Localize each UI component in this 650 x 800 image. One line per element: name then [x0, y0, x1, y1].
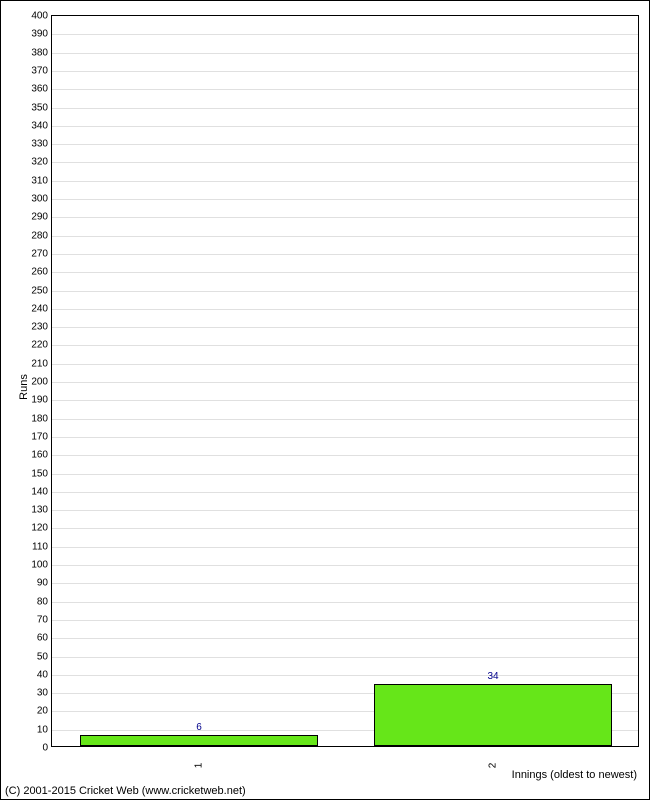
y-tick-label: 320 — [31, 157, 48, 168]
gridline — [52, 382, 638, 383]
gridline — [52, 364, 638, 365]
gridline — [52, 126, 638, 127]
bar-value-label: 34 — [487, 671, 498, 682]
bar — [374, 684, 612, 746]
y-tick-label: 0 — [42, 743, 48, 754]
bar — [80, 735, 318, 746]
x-tick-label: 1 — [194, 763, 205, 769]
y-tick-label: 310 — [31, 175, 48, 186]
gridline — [52, 345, 638, 346]
y-tick-label: 150 — [31, 468, 48, 479]
y-tick-label: 50 — [37, 651, 48, 662]
chart-container: 0 10 20 30 40 50 60 70 80 90 100 110 120 130 140 150 160… — [0, 0, 650, 800]
y-tick-label: 330 — [31, 139, 48, 150]
gridline — [52, 657, 638, 658]
gridline — [52, 89, 638, 90]
y-tick-label: 280 — [31, 230, 48, 241]
y-tick-label: 360 — [31, 84, 48, 95]
gridline — [52, 217, 638, 218]
y-tick-label: 160 — [31, 450, 48, 461]
y-tick-label: 290 — [31, 212, 48, 223]
gridline — [52, 455, 638, 456]
y-tick-label: 90 — [37, 578, 48, 589]
y-tick-label: 180 — [31, 413, 48, 424]
y-tick-label: 170 — [31, 431, 48, 442]
gridline — [52, 492, 638, 493]
y-tick-label: 120 — [31, 523, 48, 534]
y-tick-label: 270 — [31, 248, 48, 259]
gridline — [52, 309, 638, 310]
x-axis-label: Innings (oldest to newest) — [512, 769, 637, 781]
y-tick-label: 300 — [31, 194, 48, 205]
y-tick-label: 380 — [31, 47, 48, 58]
gridline — [52, 474, 638, 475]
y-tick-label: 220 — [31, 340, 48, 351]
gridline — [52, 34, 638, 35]
gridline — [52, 71, 638, 72]
gridline — [52, 291, 638, 292]
gridline — [52, 162, 638, 163]
gridline — [52, 144, 638, 145]
gridline — [52, 510, 638, 511]
y-tick-label: 400 — [31, 11, 48, 22]
gridline — [52, 419, 638, 420]
gridline — [52, 236, 638, 237]
gridline — [52, 602, 638, 603]
gridline — [52, 547, 638, 548]
y-tick-label: 70 — [37, 614, 48, 625]
gridline — [52, 638, 638, 639]
y-tick-label: 100 — [31, 560, 48, 571]
y-tick-label: 110 — [32, 541, 48, 552]
gridline — [52, 53, 638, 54]
y-tick-label: 240 — [31, 303, 48, 314]
y-tick-label: 40 — [37, 669, 48, 680]
gridline — [52, 272, 638, 273]
y-tick-label: 370 — [31, 65, 48, 76]
gridline — [52, 400, 638, 401]
y-tick-label: 20 — [37, 706, 48, 717]
y-axis-label: Runs — [18, 374, 30, 400]
y-tick-label: 30 — [37, 688, 48, 699]
y-tick-label: 190 — [31, 395, 48, 406]
gridline — [52, 565, 638, 566]
gridline — [52, 199, 638, 200]
y-tick-label: 130 — [31, 505, 48, 516]
y-tick-label: 200 — [31, 377, 48, 388]
gridline — [52, 181, 638, 182]
y-tick-label: 230 — [31, 322, 48, 333]
gridline — [52, 254, 638, 255]
y-tick-label: 350 — [31, 102, 48, 113]
y-tick-label: 260 — [31, 267, 48, 278]
x-tick-label: 2 — [488, 763, 499, 769]
gridline — [52, 437, 638, 438]
gridline — [52, 108, 638, 109]
y-tick-label: 60 — [37, 633, 48, 644]
gridline — [52, 528, 638, 529]
y-tick-label: 140 — [31, 486, 48, 497]
y-tick-label: 340 — [31, 120, 48, 131]
gridline — [52, 675, 638, 676]
plot-area: 0102030405060708090100110120130140150160… — [51, 15, 639, 747]
y-tick-label: 210 — [31, 358, 48, 369]
bar-value-label: 6 — [196, 722, 202, 733]
y-tick-label: 250 — [31, 285, 48, 296]
gridline — [52, 583, 638, 584]
y-tick-label: 10 — [37, 724, 48, 735]
y-tick-label: 80 — [37, 596, 48, 607]
gridline — [52, 620, 638, 621]
gridline — [52, 327, 638, 328]
copyright-footer: (C) 2001-2015 Cricket Web (www.cricketwe… — [5, 785, 246, 797]
y-tick-label: 390 — [31, 29, 48, 40]
